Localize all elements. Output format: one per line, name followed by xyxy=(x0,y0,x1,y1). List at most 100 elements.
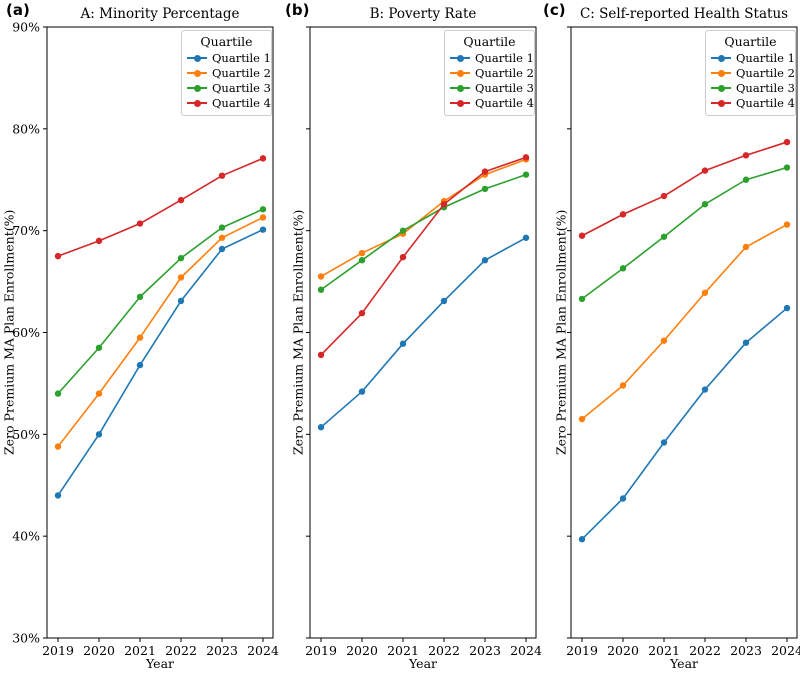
marker-quartile-3 xyxy=(481,185,489,193)
y-tick-label: 50% xyxy=(12,427,40,442)
marker-quartile-1 xyxy=(399,340,407,347)
marker-quartile-2 xyxy=(701,289,709,296)
marker-quartile-3 xyxy=(358,256,366,264)
y-tick-label: 70% xyxy=(12,223,40,238)
marker-quartile-3 xyxy=(522,171,530,178)
marker-quartile-4 xyxy=(522,154,530,161)
marker-quartile-4 xyxy=(578,232,586,239)
marker-quartile-4 xyxy=(742,152,750,159)
legend-marker-icon xyxy=(450,96,470,110)
marker-quartile-1 xyxy=(218,245,226,253)
series-line-quartile-2 xyxy=(320,158,527,278)
legend-entry: Quartile 4 xyxy=(450,96,534,110)
x-tick-label: 2021 xyxy=(387,643,419,658)
legend-marker-icon xyxy=(711,51,731,65)
x-tick-label: 2019 xyxy=(305,643,337,658)
legend-title: Quartile xyxy=(724,34,777,49)
panel-label-a: (a) xyxy=(6,1,30,19)
marker-quartile-3 xyxy=(317,286,325,293)
legend-label: Quartile 1 xyxy=(736,51,795,65)
marker-quartile-1 xyxy=(358,388,366,395)
panel-b: 2019 2020 2021 2022 2023 2024 xyxy=(305,26,542,658)
marker-quartile-1 xyxy=(481,256,489,264)
series-line-quartile-1 xyxy=(320,237,527,428)
marker-quartile-1 xyxy=(136,361,144,369)
marker-quartile-2 xyxy=(619,382,627,389)
marker-quartile-4 xyxy=(317,351,325,359)
marker-quartile-3 xyxy=(701,200,709,208)
axes-spines xyxy=(570,26,798,639)
marker-quartile-4 xyxy=(136,220,144,227)
marker-quartile-4 xyxy=(358,309,366,317)
legend-label: Quartile 3 xyxy=(212,81,271,95)
x-tick-label: 2023 xyxy=(206,643,238,658)
marker-quartile-1 xyxy=(440,297,448,305)
marker-quartile-2 xyxy=(95,390,103,397)
x-tick-label: 2022 xyxy=(428,643,460,658)
marker-quartile-4 xyxy=(701,167,709,174)
marker-quartile-1 xyxy=(177,297,185,305)
x-tick-label: 2019 xyxy=(42,643,74,658)
legend-marker-icon xyxy=(187,66,207,80)
y-axis-label-a: Zero Premium MA Plan Enrollment(%) xyxy=(1,209,17,456)
marker-quartile-2 xyxy=(317,273,325,280)
y-tick-label: 90% xyxy=(12,20,40,35)
marker-quartile-1 xyxy=(317,424,325,431)
marker-quartile-3 xyxy=(136,293,144,301)
marker-quartile-1 xyxy=(54,492,62,499)
legend-panel-b: Quartile Quartile 1 Quartile 2 Quartile 3 Qu… xyxy=(444,30,535,116)
legend-marker-icon xyxy=(450,81,470,95)
legend-marker-icon xyxy=(187,81,207,95)
panel-title-b: B: Poverty Rate xyxy=(369,6,477,22)
y-tick-label: 40% xyxy=(12,529,40,544)
legend-label: Quartile 2 xyxy=(212,66,271,80)
marker-quartile-1 xyxy=(578,536,586,543)
marker-quartile-1 xyxy=(522,234,530,241)
marker-quartile-4 xyxy=(783,138,791,146)
x-tick-label: 2022 xyxy=(689,643,721,658)
x-tick-label: 2021 xyxy=(124,643,156,658)
marker-quartile-3 xyxy=(259,206,267,213)
marker-quartile-2 xyxy=(578,415,586,423)
marker-quartile-2 xyxy=(136,334,144,341)
marker-quartile-4 xyxy=(54,252,62,260)
marker-quartile-1 xyxy=(95,431,103,438)
panel-c: 2019 2020 2021 2022 2023 2024 xyxy=(566,26,800,658)
marker-quartile-3 xyxy=(742,176,750,183)
y-axis-label-b: Zero Premium MA Plan Enrollment(%) xyxy=(290,209,306,456)
x-tick-label: 2023 xyxy=(730,643,762,658)
marker-quartile-2 xyxy=(218,234,226,241)
marker-quartile-4 xyxy=(619,211,627,218)
legend-label: Quartile 4 xyxy=(212,96,271,110)
legend-title: Quartile xyxy=(463,34,516,49)
marker-quartile-4 xyxy=(440,200,448,208)
legend-entry: Quartile 3 xyxy=(450,81,534,95)
legend-entry: Quartile 3 xyxy=(187,81,271,95)
marker-quartile-4 xyxy=(399,253,407,261)
legend-marker-icon xyxy=(450,51,470,65)
legend-entry: Quartile 4 xyxy=(711,96,795,110)
x-tick-label: 2022 xyxy=(165,643,197,658)
legend-marker-icon xyxy=(711,96,731,110)
y-axis-label-c: Zero Premium MA Plan Enrollment(%) xyxy=(553,209,569,456)
x-axis-label-a: Year xyxy=(146,656,174,671)
marker-quartile-2 xyxy=(358,249,366,257)
marker-quartile-4 xyxy=(259,155,267,162)
marker-quartile-3 xyxy=(578,295,586,303)
x-tick-label: 2020 xyxy=(346,643,378,658)
panel-a: 30% 40% 50% 60% 70% 80% 90% 2019 2020 2021 2022 202… xyxy=(12,20,279,659)
x-tick-label: 2020 xyxy=(83,643,115,658)
panel-label-c: (c) xyxy=(543,1,566,19)
legend-label: Quartile 2 xyxy=(475,66,534,80)
marker-quartile-2 xyxy=(259,214,267,221)
series-line-quartile-2 xyxy=(581,223,788,420)
legend-entry: Quartile 2 xyxy=(711,66,795,80)
series-line-quartile-2 xyxy=(57,216,264,448)
legend-label: Quartile 1 xyxy=(212,51,271,65)
marker-quartile-3 xyxy=(399,227,407,234)
marker-quartile-3 xyxy=(95,344,103,351)
series-line-quartile-3 xyxy=(57,208,264,395)
legend-entry: Quartile 1 xyxy=(450,51,534,65)
